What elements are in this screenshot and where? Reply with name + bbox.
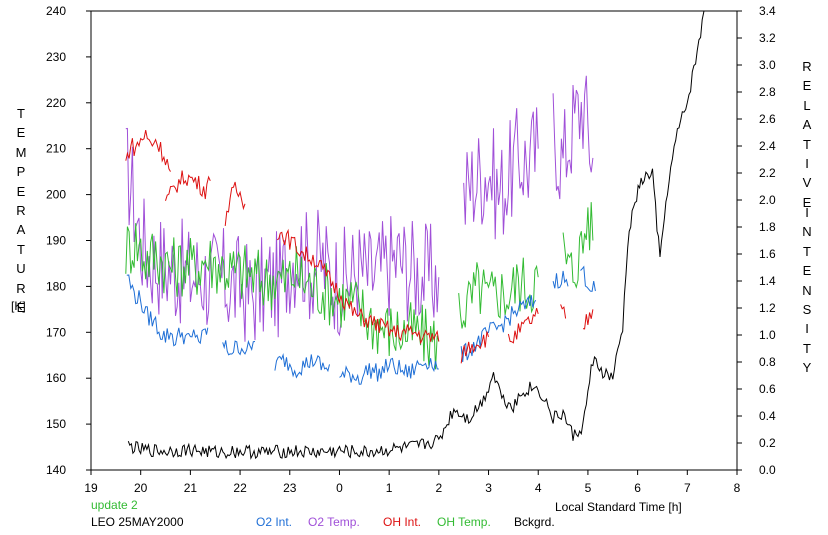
- y-left-tick-label: 180: [46, 279, 66, 293]
- y-right-tick-label: 2.4: [759, 139, 776, 153]
- series-layer: [125, 11, 705, 460]
- y-left-tick-label: 210: [46, 142, 66, 156]
- x-axis-label: Local Standard Time [h]: [555, 500, 682, 514]
- x-tick-label: 6: [634, 481, 641, 495]
- series-line-o2-int-: [126, 274, 209, 347]
- y-left-tick-label: 230: [46, 50, 66, 64]
- x-tick-label: 20: [134, 481, 148, 495]
- legend-item: Bckgrd.: [514, 515, 555, 529]
- y-right-tick-label: 0.6: [759, 382, 776, 396]
- ticks-layer: 19 20 21 22 23 0 1 2 3 4 5 6 7 8140150160170180190200…: [46, 4, 776, 495]
- legend-item: O2 Temp.: [308, 515, 360, 529]
- series-line-oh-int-: [125, 130, 171, 172]
- left-axis-unit: [K]: [11, 299, 26, 313]
- x-tick-label: 5: [585, 481, 592, 495]
- series-line-oh-temp-: [125, 223, 440, 370]
- series-line-o2-temp-: [463, 107, 539, 240]
- series-line-oh-int-: [560, 304, 567, 319]
- y-left-tick-label: 190: [46, 234, 66, 248]
- station-date-label: LEO 25MAY2000: [91, 515, 184, 529]
- series-line-oh-int-: [507, 307, 539, 344]
- y-right-tick-label: 0.4: [759, 409, 776, 423]
- y-left-tick-label: 220: [46, 96, 66, 110]
- legend-item: OH Temp.: [437, 515, 491, 529]
- x-tick-label: 8: [734, 481, 741, 495]
- legend-item: OH Int.: [383, 515, 422, 529]
- series-line-o2-int-: [274, 353, 330, 379]
- x-tick-label: 23: [283, 481, 297, 495]
- update-label: update 2: [91, 498, 138, 512]
- series-line-oh-int-: [277, 228, 440, 345]
- legend-item: O2 Int.: [256, 515, 293, 529]
- y-right-tick-label: 2.0: [759, 193, 776, 207]
- series-line-o2-int-: [222, 339, 256, 356]
- series-line-oh-int-: [224, 181, 246, 226]
- y-left-tick-label: 150: [46, 417, 66, 431]
- x-tick-label: 22: [233, 481, 247, 495]
- y-right-tick-label: 0.0: [759, 463, 776, 477]
- series-line-bckgrd-: [127, 11, 705, 460]
- series-line-o2-temp-: [552, 75, 594, 200]
- series-line-oh-temp-: [562, 202, 594, 289]
- y-right-tick-label: 3.4: [759, 4, 776, 18]
- y-right-tick-label: 3.2: [759, 31, 776, 45]
- x-tick-label: 1: [386, 481, 393, 495]
- x-tick-label: 4: [535, 481, 542, 495]
- x-tick-label: 19: [84, 481, 98, 495]
- y-right-tick-label: 1.0: [759, 328, 776, 342]
- y-right-tick-label: 2.6: [759, 112, 776, 126]
- y-left-tick-label: 170: [46, 325, 66, 339]
- x-tick-label: 21: [184, 481, 198, 495]
- series-line-oh-temp-: [458, 257, 539, 329]
- y-right-tick-label: 3.0: [759, 58, 776, 72]
- series-line-o2-int-: [460, 295, 537, 363]
- series-line-o2-int-: [580, 265, 596, 292]
- y-left-tick-label: 160: [46, 371, 66, 385]
- x-tick-label: 7: [684, 481, 691, 495]
- series-line-o2-int-: [552, 270, 569, 289]
- y-left-tick-label: 200: [46, 188, 66, 202]
- x-tick-label: 3: [485, 481, 492, 495]
- series-line-oh-int-: [165, 170, 211, 201]
- y-left-tick-label: 140: [46, 463, 66, 477]
- series-line-oh-int-: [582, 309, 594, 330]
- series-line-oh-int-: [460, 331, 489, 364]
- x-tick-label: 2: [436, 481, 443, 495]
- y-left-tick-label: 240: [46, 4, 66, 18]
- y-right-tick-label: 1.6: [759, 247, 776, 261]
- y-right-tick-label: 1.4: [759, 274, 776, 288]
- series-line-o2-int-: [339, 357, 439, 385]
- y-right-tick-label: 2.2: [759, 166, 776, 180]
- y-right-tick-label: 1.2: [759, 301, 776, 315]
- y-right-tick-label: 1.8: [759, 220, 776, 234]
- y-right-tick-label: 0.2: [759, 436, 776, 450]
- y-right-tick-label: 0.8: [759, 355, 776, 369]
- y-right-tick-label: 2.8: [759, 85, 776, 99]
- x-tick-label: 0: [336, 481, 343, 495]
